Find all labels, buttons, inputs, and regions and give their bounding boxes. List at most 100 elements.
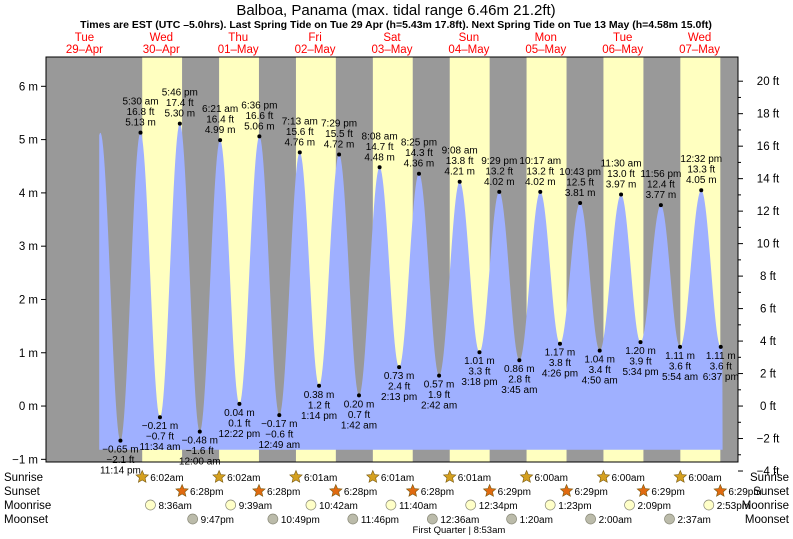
high-tide-label: 12:32 pm	[680, 154, 722, 165]
low-tide-label: 12:00 am	[179, 457, 221, 468]
moonrise-icon	[145, 499, 156, 511]
high-tide-point	[177, 121, 182, 126]
high-tide-label: 15.5 ft	[325, 129, 353, 140]
day-label-date: 02–May	[295, 44, 336, 56]
sunset-time: 6:28pm	[344, 487, 377, 498]
day-label-dow: Tue	[613, 32, 632, 44]
low-tide-label: 0.57 m	[424, 380, 455, 391]
moonrise-time: 8:36am	[158, 501, 191, 512]
sunrise-icon	[135, 469, 150, 483]
low-tide-label: 0.7 ft	[348, 410, 370, 421]
moonset-time: 2:37am	[678, 515, 711, 526]
moonrise-time: 9:39am	[239, 501, 272, 512]
high-tide-point	[699, 188, 704, 193]
low-tide-label: 0.38 m	[304, 390, 335, 401]
sunset-icon	[482, 483, 497, 497]
high-tide-label: 5.13 m	[125, 118, 156, 129]
moonset-icon	[187, 513, 199, 525]
y-tick-label-ft: −4 ft	[757, 466, 781, 478]
high-tide-label: 13.8 ft	[446, 156, 474, 167]
y-tick-label-m: 5 m	[19, 135, 38, 147]
low-tide-label: 4:50 am	[582, 376, 618, 387]
sun-moon-rows: Sunrise Sunrise 6:02am 6:02am 6:01am 6:01am 6:…	[4, 469, 790, 536]
tide-area	[99, 123, 723, 450]
y-tick-label-m: 4 m	[19, 188, 38, 200]
high-tide-label: 4.99 m	[205, 125, 236, 136]
high-tide-label: 14.7 ft	[366, 142, 394, 153]
sunrise-icon	[673, 469, 688, 483]
moonrise-row-label-right: Moonrise	[742, 500, 789, 512]
low-tide-label: 0.1 ft	[228, 418, 250, 429]
high-tide-point	[619, 192, 624, 197]
moonrise-icon	[544, 499, 556, 511]
high-tide-label: 3.81 m	[565, 188, 596, 199]
moonrise-icon	[624, 499, 635, 511]
high-tide-point	[337, 152, 342, 157]
high-tide-label: 5.06 m	[244, 121, 275, 132]
moonset-time: 10:49pm	[281, 515, 320, 526]
high-tide-label: 11:56 pm	[640, 169, 681, 180]
low-tide-label: 0.86 m	[504, 364, 535, 375]
sunset-icon	[252, 483, 266, 497]
chart-subtitle: Times are EST (UTC –5.0hrs). Last Spring…	[80, 19, 712, 31]
day-label-date: 01–May	[218, 44, 259, 56]
high-tide-label: 4.72 m	[324, 140, 355, 151]
low-tide-label: −0.21 m	[142, 421, 178, 432]
low-tide-label: 1:42 am	[341, 420, 377, 431]
moonset-icon	[585, 513, 596, 525]
sunrise-icon	[442, 469, 457, 483]
low-tide-label: 0.04 m	[224, 408, 255, 419]
day-label-dow: Thu	[228, 32, 248, 44]
low-tide-label: 1.2 ft	[308, 400, 330, 411]
day-label-dow: Sat	[383, 32, 401, 44]
high-tide-label: 13.3 ft	[687, 165, 715, 176]
day-label-date: 29–Apr	[66, 44, 103, 56]
low-tide-label: 1.17 m	[545, 348, 576, 359]
y-tick-label-m: −1 m	[12, 454, 38, 466]
y-tick-label-ft: 12 ft	[757, 206, 780, 218]
moonset-row-label-left: Moonset	[4, 514, 49, 526]
day-label-date: 05–May	[525, 44, 566, 56]
low-tide-label: 11:34 am	[139, 442, 180, 453]
high-tide-label: 10:43 pm	[559, 167, 601, 178]
day-label-date: 30–Apr	[143, 44, 180, 56]
high-tide-label: 16.6 ft	[245, 111, 273, 122]
low-tide-label: 5:34 pm	[622, 367, 658, 378]
low-tide-point	[638, 340, 643, 345]
sunset-time: 6:29pm	[728, 487, 761, 498]
sunrise-time: 6:00am	[688, 473, 721, 484]
low-tide-label: 3.6 ft	[669, 361, 691, 372]
low-tide-label: −2.1 ft	[106, 455, 134, 466]
high-tide-point	[538, 189, 543, 194]
low-tide-point	[718, 344, 723, 349]
sunset-row-label-right: Sunset	[753, 486, 790, 498]
low-tide-label: 11:14 pm	[100, 466, 141, 477]
low-tide-label: 2.4 ft	[388, 382, 410, 393]
high-tide-label: 14.3 ft	[405, 148, 433, 159]
moonrise-time: 10:42am	[319, 501, 358, 512]
low-tide-label: 3:45 am	[501, 385, 537, 396]
low-tide-point	[557, 341, 562, 346]
low-tide-label: 6:37 pm	[703, 372, 739, 383]
low-tide-label: 1:14 pm	[301, 411, 337, 422]
y-tick-label-ft: 14 ft	[757, 174, 780, 186]
high-tide-point	[257, 134, 262, 139]
high-tide-label: 3.77 m	[646, 190, 677, 201]
y-tick-label-m: 0 m	[19, 401, 38, 413]
low-tide-label: −0.17 m	[261, 419, 297, 430]
moonrise-time: 12:34pm	[479, 501, 518, 512]
sunrise-time: 6:01am	[381, 473, 414, 484]
high-tide-point	[497, 189, 502, 194]
low-tide-point	[277, 413, 282, 418]
y-tick-label-m: 2 m	[19, 294, 38, 306]
sunset-time: 6:28pm	[421, 487, 454, 498]
low-tide-point	[397, 365, 402, 370]
low-tide-label: 1.04 m	[584, 355, 615, 366]
low-tide-label: 1.01 m	[464, 356, 495, 367]
low-tide-point	[517, 358, 522, 363]
high-tide-label: 8:25 pm	[401, 138, 437, 149]
high-tide-point	[138, 130, 143, 135]
sunrise-icon	[519, 469, 534, 483]
day-labels: Tue29–AprWed30–AprThu01–MayFri02–MaySat0…	[66, 32, 720, 56]
